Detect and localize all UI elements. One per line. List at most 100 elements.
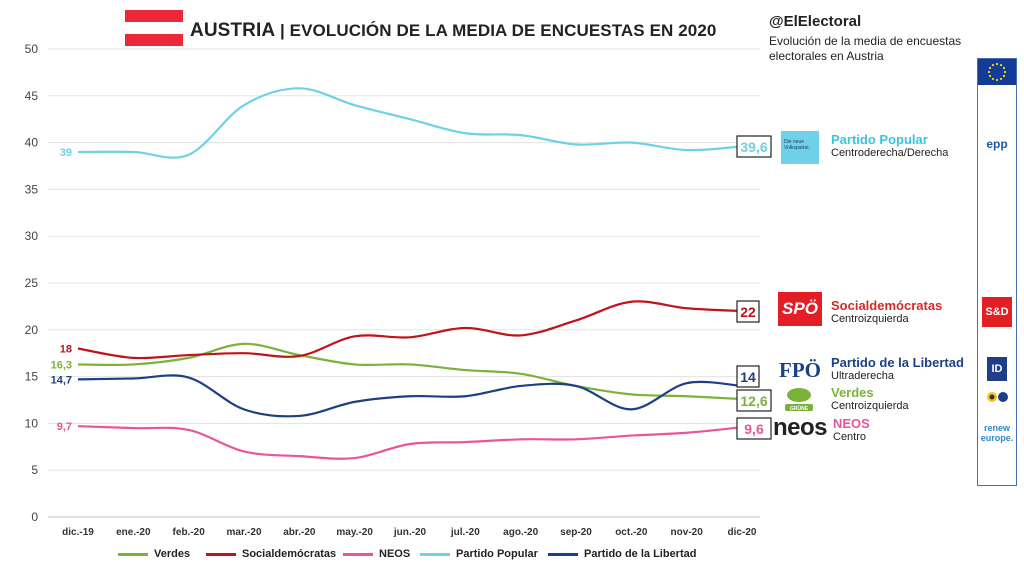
end-label-partido_popular: 39,6	[740, 139, 767, 155]
party-name: Partido Popular	[831, 132, 928, 147]
spo-logo-text: SPÖ	[782, 299, 818, 318]
start-label-socialdemocratas: 18	[60, 344, 72, 356]
eu-star-icon	[991, 63, 995, 67]
x-tick-label: dic-20	[728, 527, 757, 538]
x-tick-label: jul.-20	[450, 527, 480, 538]
legend-item-partido_popular: Partido Popular	[420, 548, 538, 560]
party-ideology: Centro	[833, 431, 867, 443]
legend-label: NEOS	[379, 548, 411, 560]
end-label-socialdemocratas: 22	[740, 304, 756, 320]
y-tick-label: 40	[25, 136, 39, 150]
legend-label: Socialdemócratas	[242, 548, 337, 560]
y-tick-label: 25	[25, 276, 39, 290]
series-line-fpo	[77, 374, 743, 418]
end-label-verdes: 12,6	[740, 393, 767, 409]
fpo-logo: FPÖ	[779, 358, 825, 382]
chart-title: AUSTRIA | EVOLUCIÓN DE LA MEDIA DE ENCUE…	[190, 20, 716, 42]
x-tick-label: oct.-20	[615, 527, 648, 538]
title-country: AUSTRIA	[190, 20, 276, 41]
x-tick-label: ago.-20	[503, 527, 538, 538]
partido-popular-logo-text: Die neue Volkspartei.	[784, 139, 810, 151]
party-ideology: Ultraderecha	[831, 370, 894, 382]
y-tick-label: 15	[25, 370, 39, 384]
legend-item-socialdemocratas: Socialdemócratas	[206, 548, 336, 560]
legend-label: Verdes	[154, 548, 191, 560]
party-fpo: Partido de la Libertad Ultraderecha	[831, 355, 964, 382]
start-label-neos: 9,7	[57, 421, 72, 433]
partido-popular-logo: Die neue Volkspartei.	[781, 131, 819, 164]
id-logo-text: ID	[991, 363, 1003, 375]
epp-logo-text: epp	[986, 137, 1008, 151]
end-label-box-neos	[736, 417, 772, 440]
legend-label: Partido Popular	[456, 548, 538, 560]
legend-item-neos: NEOS	[343, 548, 410, 560]
legend-item-fpo: Partido de la Libertad	[548, 548, 696, 560]
eu-star-icon	[999, 63, 1003, 67]
party-name: Partido de la Libertad	[831, 355, 964, 370]
end-label-neos: 9,6	[744, 421, 764, 437]
x-tick-label: abr.-20	[283, 527, 316, 538]
author-handle: @ElElectoral	[769, 13, 862, 30]
fpo-logo-text: FPÖ	[779, 358, 821, 382]
gridlines	[48, 48, 760, 518]
legend-swatch	[343, 552, 373, 556]
y-tick-label: 35	[25, 182, 39, 196]
id-logo: ID	[987, 357, 1007, 381]
renew-logo-text: renew europe.	[980, 423, 1014, 443]
x-tick-label: sep-20	[560, 527, 592, 538]
eu-flag-icon	[978, 59, 1016, 85]
y-tick-label: 30	[25, 229, 39, 243]
start-label-fpo: 14,7	[51, 374, 72, 386]
title-text: EVOLUCIÓN DE LA MEDIA DE ENCUESTAS EN 20…	[289, 21, 717, 40]
series-lines	[77, 87, 743, 460]
end-label-box-partido_popular	[736, 135, 772, 158]
series-line-partido_popular	[77, 87, 743, 159]
series-line-verdes	[77, 342, 743, 401]
end-label-box-fpo	[736, 365, 760, 388]
legend-swatch	[118, 552, 148, 556]
start-label-verdes: 16,3	[51, 359, 72, 371]
eu-star-icon	[991, 77, 995, 81]
legend-swatch	[548, 552, 578, 556]
y-tick-label: 0	[31, 510, 38, 524]
series-line-socialdemocratas	[77, 300, 743, 360]
eu-groups-strip: epp S&D ID renew europe.	[977, 58, 1017, 486]
party-partido-popular: Partido Popular Centroderecha/Derecha	[831, 132, 948, 159]
party-verdes: Verdes Centroizquierda	[831, 385, 909, 412]
party-name: NEOS	[833, 416, 870, 431]
y-tick-label: 50	[25, 42, 39, 56]
neos-logo-text: neos	[773, 414, 828, 441]
legend-label: Partido de la Libertad	[584, 548, 697, 560]
x-tick-label: jun.-20	[393, 527, 427, 538]
eu-star-icon	[988, 66, 992, 70]
legend-swatch	[420, 552, 450, 556]
chart-subtitle: Evolución de la media de encuestas elect…	[769, 34, 962, 63]
austria-flag	[125, 10, 183, 46]
eu-star-icon	[1002, 74, 1006, 78]
party-socialdemocratas: Socialdemócratas Centroizquierda	[831, 298, 942, 325]
title-separator: |	[275, 21, 290, 40]
party-ideology: Centroizquierda	[831, 400, 909, 412]
x-tick-label: ene.-20	[116, 527, 151, 538]
eu-star-icon	[988, 74, 992, 78]
series-line-neos	[77, 425, 743, 460]
party-name: Verdes	[831, 385, 874, 400]
verdes-logo-text: GRÜNE	[790, 405, 809, 412]
end-label-box-socialdemocratas	[736, 300, 760, 323]
x-tick-label: nov-20	[671, 527, 704, 538]
legend-item-verdes: Verdes	[118, 548, 190, 560]
y-tick-label: 45	[25, 89, 39, 103]
x-tick-label: dic.-19	[62, 527, 94, 538]
eu-star-icon	[1003, 70, 1007, 74]
y-tick-label: 20	[25, 323, 39, 337]
eu-star-icon	[995, 78, 999, 82]
epp-logo: epp	[980, 137, 1014, 151]
party-name: Socialdemócratas	[831, 298, 943, 313]
chart-legend: Verdes Socialdemócratas NEOS Partido Popula…	[0, 548, 760, 568]
x-tick-label: mar.-20	[226, 527, 261, 538]
x-tick-label: may.-20	[336, 527, 373, 538]
party-neos: NEOS Centro	[833, 416, 870, 443]
end-label-box-verdes	[736, 389, 772, 412]
party-ideology: Centroderecha/Derecha	[831, 147, 949, 159]
legend-swatch	[206, 552, 236, 556]
